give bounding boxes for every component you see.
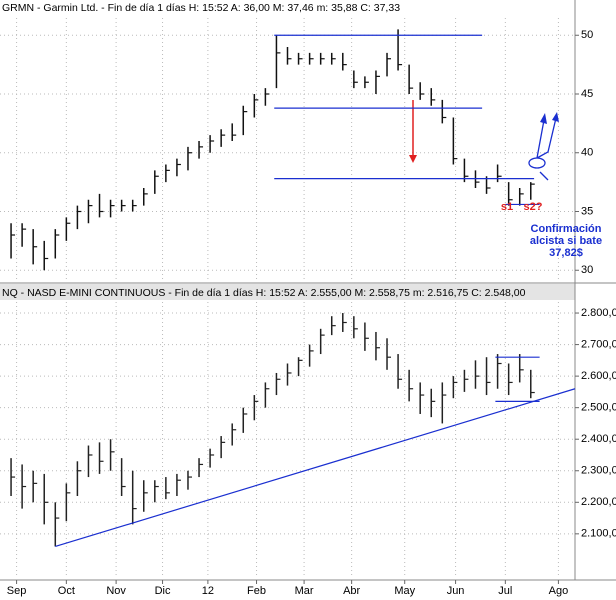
x-tick-label: Dic xyxy=(155,585,171,597)
annotation: s2? xyxy=(524,201,543,213)
x-tick-label: May xyxy=(394,585,415,597)
y-tick-label: 40 xyxy=(581,147,593,159)
y-tick-label: 2.100,00 xyxy=(581,528,616,540)
x-tick-label: 12 xyxy=(202,585,214,597)
x-tick-label: Nov xyxy=(106,585,126,597)
annotation: 37,82$ xyxy=(549,247,583,259)
x-tick-label: Jul xyxy=(498,585,512,597)
x-tick-label: Jun xyxy=(447,585,465,597)
y-tick-label: 2.200,00 xyxy=(581,496,616,508)
annotation: s1 xyxy=(501,201,513,213)
trend-line xyxy=(55,388,576,548)
blue-arrows xyxy=(536,117,557,159)
y-tick-label: 2.500,00 xyxy=(581,402,616,414)
chart-title: GRMN - Garmin Ltd. - Fin de día 1 días H… xyxy=(2,2,400,14)
chart-title: NQ - NASD E-MINI CONTINUOUS - Fin de día… xyxy=(2,287,526,299)
y-tick-label: 50 xyxy=(581,29,593,41)
x-tick-label: Oct xyxy=(58,585,75,597)
x-tick-label: Feb xyxy=(247,585,266,597)
x-tick-label: Abr xyxy=(343,585,360,597)
annotation: alcista si bate xyxy=(530,235,602,247)
blue-arrowheads xyxy=(540,112,559,124)
blue-pointer xyxy=(539,171,549,181)
annotation: Confirmación xyxy=(531,223,602,235)
x-tick-label: Mar xyxy=(295,585,314,597)
header-band xyxy=(0,284,575,300)
red-arrowhead xyxy=(409,155,417,163)
y-tick-label: 2.600,00 xyxy=(581,370,616,382)
y-tick-label: 2.800,00 xyxy=(581,307,616,319)
marks xyxy=(10,29,535,547)
y-tick-label: 35 xyxy=(581,205,593,217)
y-tick-label: 30 xyxy=(581,264,593,276)
x-tick-label: Ago xyxy=(549,585,569,597)
y-tick-label: 45 xyxy=(581,88,593,100)
y-tick-label: 2.700,00 xyxy=(581,338,616,350)
x-tick-label: Sep xyxy=(7,585,27,597)
y-tick-label: 2.300,00 xyxy=(581,465,616,477)
grid xyxy=(0,18,575,578)
y-tick-label: 2.400,00 xyxy=(581,433,616,445)
